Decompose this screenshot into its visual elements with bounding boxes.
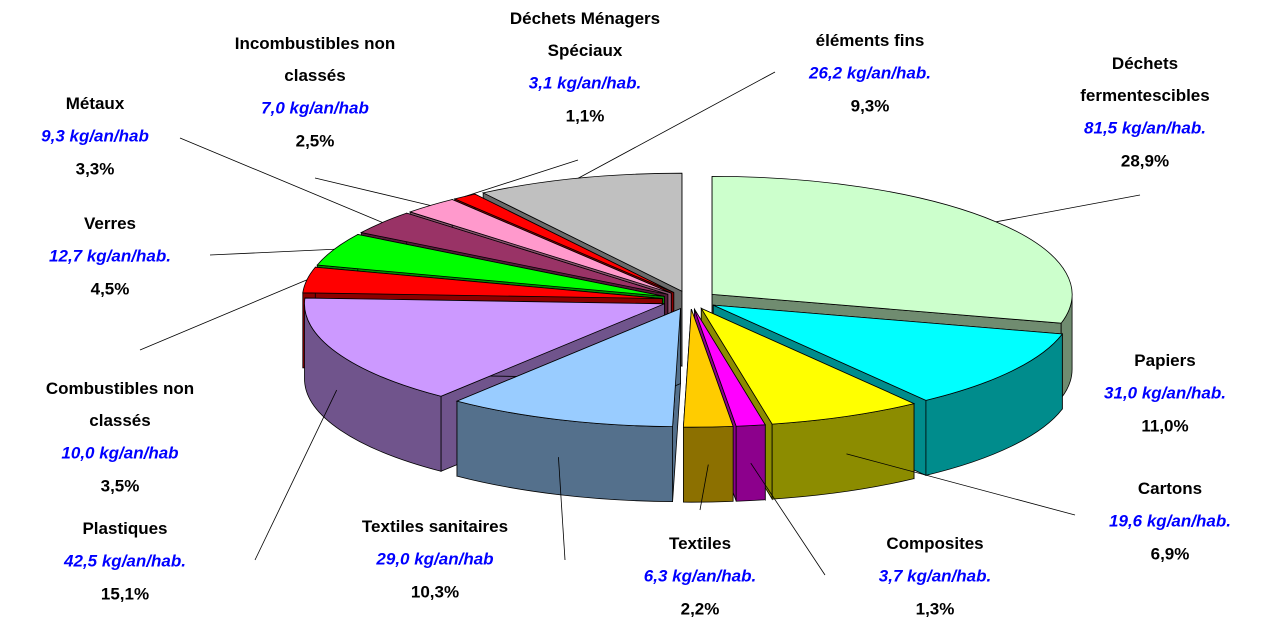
slice-top [360, 212, 668, 295]
slice-label: Textiles [669, 534, 731, 553]
value-label: 1,3% [916, 599, 955, 617]
amount-label: 81,5 kg/an/hab. [1084, 118, 1206, 137]
leader-line [179, 137, 383, 223]
label-line: fermentescibles [1080, 86, 1209, 105]
amount-label: 7,0 kg/an/hab [261, 98, 369, 117]
leader-line [254, 389, 338, 561]
leader-line [209, 248, 335, 256]
label-line: Textiles sanitaires [362, 517, 508, 536]
label-line: Papiers [1134, 351, 1195, 370]
slice-label: Métaux [66, 94, 125, 113]
value-label: 2,2% [681, 599, 720, 617]
slice-top [455, 308, 681, 428]
label-line: Déchets Ménagers [510, 9, 660, 28]
leader-line [464, 159, 579, 197]
value-label: 6,9% [1151, 544, 1190, 563]
slice-label: éléments fins [816, 31, 925, 50]
value-label: 15,1% [101, 584, 149, 603]
slice-label: Combustibles non classés [46, 379, 194, 430]
label-line: Plastiques [82, 519, 167, 538]
slice-label: Composites [886, 534, 983, 553]
leader-line [846, 453, 1076, 516]
slice-top [700, 307, 916, 425]
slice-label: Déchets fermentescibles [1080, 54, 1209, 105]
slice-top [453, 193, 674, 293]
value-label: 11,0% [1141, 416, 1188, 435]
slice-top [713, 304, 1064, 401]
label-line: éléments fins [816, 31, 925, 50]
amount-label: 42,5 kg/an/hab. [63, 551, 186, 570]
label-line: classés [284, 66, 345, 85]
slice-top [316, 234, 665, 297]
label-line: Métaux [66, 94, 125, 113]
pie [302, 172, 1073, 503]
value-label: 4,5% [91, 279, 130, 298]
slice-label: Papiers [1134, 351, 1195, 370]
label-line: Spéciaux [548, 41, 623, 60]
leader-line [995, 194, 1141, 223]
slice-label: Cartons [1138, 479, 1202, 498]
leader-line [699, 464, 709, 511]
label-line: Combustibles non [46, 379, 194, 398]
label-line: classés [89, 411, 150, 430]
slice-label: Déchets Ménagers Spéciaux [510, 9, 660, 60]
label-line: Textiles [669, 534, 731, 553]
amount-label: 3,1 kg/an/hab. [529, 73, 641, 92]
slice-label: Textiles sanitaires [362, 517, 508, 536]
label-line: Verres [84, 214, 136, 233]
amount-label: 6,3 kg/an/hab. [644, 566, 756, 585]
value-label: 9,3% [851, 96, 890, 115]
value-label: 3,5% [101, 476, 140, 495]
label-line: Déchets [1112, 54, 1178, 73]
slice-label: Verres [84, 214, 136, 233]
slice-top [302, 266, 663, 299]
slice-top [694, 308, 766, 427]
label-line: Composites [886, 534, 983, 553]
leader-line [750, 462, 826, 576]
value-label: 3,3% [76, 159, 115, 178]
slice-label: Plastiques [82, 519, 167, 538]
value-label: 1,1% [566, 106, 605, 125]
amount-label: 29,0 kg/an/hab [375, 549, 493, 568]
value-label: 28,9% [1121, 151, 1169, 170]
label-line: Cartons [1138, 479, 1202, 498]
amount-label: 19,6 kg/an/hab. [1109, 511, 1231, 530]
leader-line [558, 457, 566, 561]
amount-label: 31,0 kg/an/hab. [1104, 383, 1226, 402]
slice-top [481, 172, 683, 292]
slice-wall [735, 424, 766, 502]
slice-top [304, 297, 665, 397]
amount-label: 9,3 kg/an/hab [41, 126, 149, 145]
slice [455, 308, 681, 503]
leader-line [577, 71, 776, 179]
slice-label: Incombustibles non classés [235, 34, 396, 85]
amount-label: 12,7 kg/an/hab. [49, 246, 171, 265]
slice-top [408, 199, 672, 294]
slice-wall [682, 425, 734, 503]
value-label: 10,3% [411, 582, 459, 601]
value-label: 2,5% [296, 131, 335, 150]
amount-label: 3,7 kg/an/hab. [879, 566, 991, 585]
label-line: Incombustibles non [235, 34, 396, 53]
amount-label: 10,0 kg/an/hab [61, 443, 178, 462]
leader-line [314, 177, 431, 206]
amount-label: 26,2 kg/an/hab. [808, 63, 931, 82]
labels: Déchets fermentescibles 81,5 kg/an/hab. 28,… [41, 9, 1231, 617]
slice [682, 309, 734, 503]
leader-line [139, 279, 308, 351]
slice-top [711, 175, 1073, 324]
slice-top [682, 309, 734, 428]
